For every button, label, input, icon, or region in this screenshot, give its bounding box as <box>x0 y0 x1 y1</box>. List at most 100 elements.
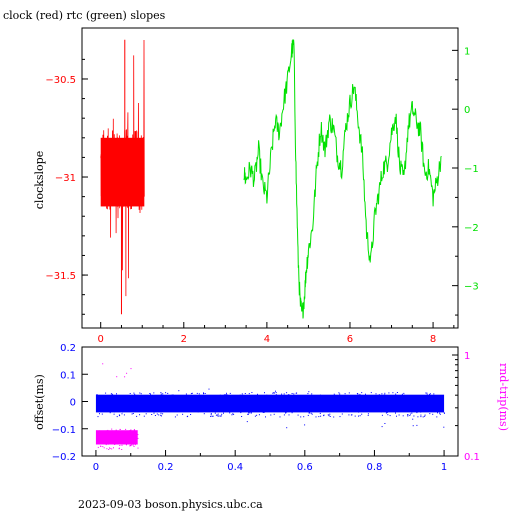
offset-point <box>121 404 123 406</box>
offset-point <box>283 414 285 416</box>
roundtrip-point <box>104 432 105 434</box>
offset-point <box>203 393 204 394</box>
offset-point <box>425 392 427 394</box>
offset-point <box>275 392 277 394</box>
offset-point <box>161 403 163 404</box>
offset-point <box>392 392 394 394</box>
offset-point <box>393 400 395 402</box>
offset-point <box>375 393 377 395</box>
offset-point <box>430 397 432 398</box>
roundtrip-point <box>117 442 119 444</box>
offset-point <box>358 396 360 398</box>
roundtrip-point <box>132 433 134 435</box>
roundtrip-point <box>133 437 135 439</box>
offset-point <box>240 399 242 401</box>
offset-point <box>241 393 243 395</box>
roundtrip-point <box>124 441 125 443</box>
offset-point <box>228 403 230 405</box>
offset-point <box>299 410 301 412</box>
roundtrip-point <box>129 430 131 431</box>
offset-point <box>139 414 141 416</box>
bottom-y2-tick-label: 0.1 <box>464 452 480 463</box>
offset-point <box>338 392 340 394</box>
offset-point <box>179 397 181 399</box>
offset-point <box>127 400 129 401</box>
roundtrip-point <box>136 439 138 441</box>
offset-point <box>311 413 313 415</box>
offset-point <box>97 401 99 402</box>
offset-point <box>125 403 127 405</box>
top-y-tick-label: −30.5 <box>45 75 76 86</box>
offset-point <box>234 400 236 402</box>
offset-point <box>331 400 333 402</box>
roundtrip-point <box>129 445 131 447</box>
offset-point <box>121 413 123 415</box>
offset-point <box>203 413 205 415</box>
offset-point <box>310 412 312 414</box>
offset-point <box>351 409 353 411</box>
offset-point <box>311 393 313 395</box>
offset-point <box>100 405 102 407</box>
top-y2-tick-label: −1 <box>464 164 479 175</box>
offset-point <box>319 394 321 396</box>
offset-point <box>439 412 441 414</box>
bottom-y-tick-label: −0.1 <box>52 425 76 436</box>
roundtrip-point <box>137 434 139 436</box>
roundtrip-point <box>110 443 111 445</box>
offset-point <box>255 408 257 410</box>
offset-point <box>144 395 146 397</box>
offset-point <box>278 403 280 405</box>
bottom-chart-panel: 0 0.2 0.4 0.6 0.8 1 0.2 0.1 0 −0.1 −0.2 1 0.1 <box>52 343 480 473</box>
offset-point <box>210 413 212 415</box>
offset-point <box>248 413 249 415</box>
offset-point <box>278 410 280 412</box>
roundtrip-point <box>136 441 138 443</box>
offset-point <box>162 404 164 406</box>
roundtrip-point <box>117 440 119 442</box>
offset-point <box>293 393 295 395</box>
offset-point <box>325 401 327 403</box>
offset-point <box>195 397 197 399</box>
offset-point <box>386 411 388 413</box>
offset-point <box>124 395 126 397</box>
offset-point <box>370 402 372 404</box>
offset-point <box>350 396 351 398</box>
offset-point <box>301 406 303 408</box>
offset-point <box>217 413 219 415</box>
roundtrip-point <box>99 437 101 439</box>
offset-point <box>123 414 125 416</box>
offset-point <box>270 414 272 416</box>
offset-point <box>151 410 153 412</box>
offset-point <box>329 416 331 417</box>
offset-point <box>145 413 147 415</box>
offset-point <box>420 411 422 413</box>
offset-point <box>444 412 445 414</box>
roundtrip-point <box>130 435 132 437</box>
offset-point <box>270 408 272 410</box>
offset-point <box>216 414 218 416</box>
offset-point <box>382 409 384 411</box>
offset-point <box>220 415 222 417</box>
offset-point <box>412 401 414 403</box>
roundtrip-point <box>131 442 133 444</box>
offset-point <box>273 392 275 394</box>
offset-point <box>286 392 288 394</box>
offset-point <box>341 409 343 411</box>
offset-point <box>214 397 216 399</box>
offset-point <box>162 393 164 395</box>
offset-point <box>210 414 212 416</box>
top-y-tick-label: −31.5 <box>45 271 76 282</box>
offset-point <box>187 403 189 404</box>
offset-point <box>278 396 279 398</box>
offset-point <box>105 395 107 397</box>
offset-point <box>437 409 439 411</box>
offset-point <box>108 410 110 412</box>
offset-point <box>135 408 137 410</box>
offset-point <box>413 415 415 417</box>
offset-point <box>165 405 167 407</box>
offset-point <box>357 408 359 409</box>
offset-point <box>185 398 187 400</box>
roundtrip-point <box>107 439 109 441</box>
offset-point <box>179 401 181 403</box>
offset-point <box>266 408 268 410</box>
